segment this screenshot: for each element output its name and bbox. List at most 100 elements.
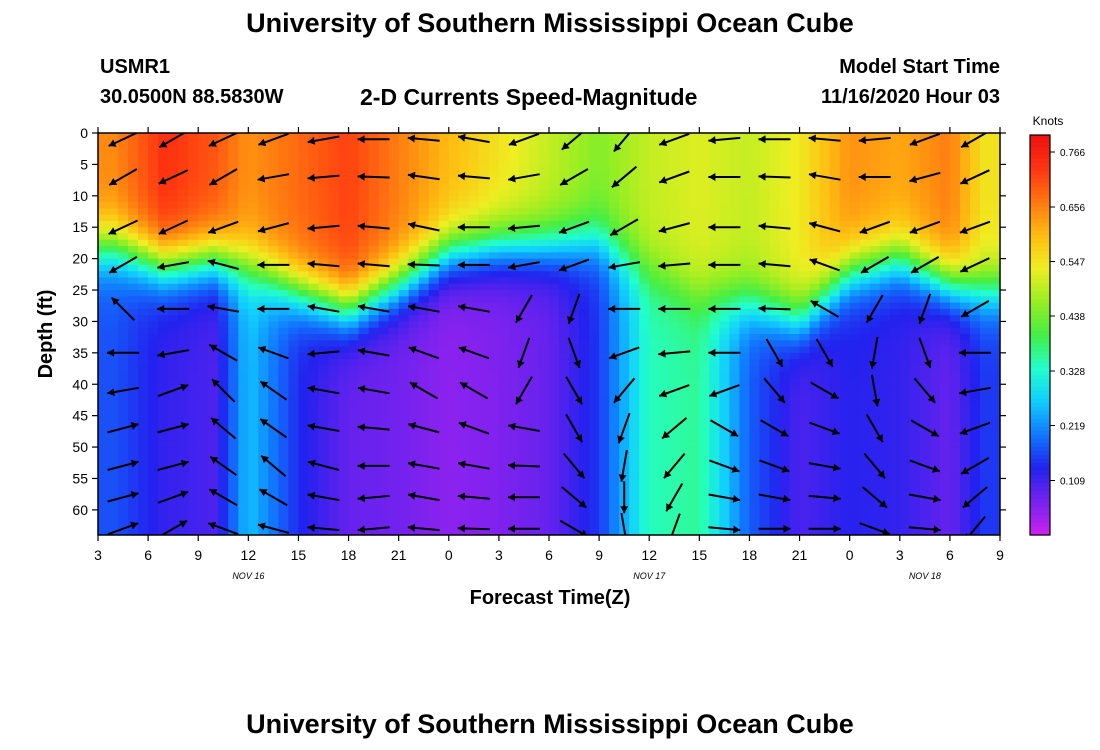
heatmap-cell bbox=[138, 528, 149, 535]
heatmap-cell bbox=[158, 327, 169, 335]
heatmap-cell bbox=[518, 164, 530, 172]
heatmap-cell bbox=[288, 509, 300, 517]
heatmap-cell bbox=[148, 497, 159, 505]
heatmap-cell bbox=[298, 415, 310, 423]
heatmap-cell bbox=[649, 440, 660, 448]
heatmap-cell bbox=[448, 277, 460, 285]
heatmap-cell bbox=[448, 409, 460, 417]
heatmap-cell bbox=[819, 415, 831, 423]
heatmap-cell bbox=[248, 246, 259, 253]
heatmap-cell bbox=[559, 346, 570, 354]
heatmap-cell bbox=[198, 158, 209, 166]
heatmap-cell bbox=[579, 396, 590, 404]
heatmap-cell bbox=[689, 176, 700, 184]
heatmap-cell bbox=[328, 315, 340, 323]
heatmap-cell bbox=[408, 509, 420, 517]
heatmap-cell bbox=[739, 440, 751, 448]
heatmap-cell bbox=[859, 440, 871, 448]
heatmap-cell bbox=[559, 246, 570, 253]
heatmap-cell bbox=[869, 252, 881, 260]
heatmap-cell bbox=[398, 346, 410, 354]
heatmap-cell bbox=[108, 440, 119, 448]
heatmap-cell bbox=[168, 176, 179, 184]
heatmap-cell bbox=[168, 497, 179, 505]
heatmap-cell bbox=[849, 283, 861, 291]
heatmap-cell bbox=[478, 290, 490, 297]
heatmap-cell bbox=[549, 509, 560, 517]
heatmap-cell bbox=[559, 183, 570, 191]
heatmap-cell bbox=[248, 359, 259, 367]
heatmap-cell bbox=[138, 352, 149, 360]
heatmap-cell bbox=[579, 334, 590, 341]
heatmap-cell bbox=[569, 390, 580, 398]
heatmap-cell bbox=[609, 403, 620, 410]
heatmap-cell bbox=[248, 133, 259, 140]
heatmap-cell bbox=[749, 377, 761, 385]
heatmap-cell bbox=[138, 158, 149, 166]
heatmap-cell bbox=[258, 208, 269, 216]
heatmap-cell bbox=[528, 440, 540, 448]
heatmap-cell bbox=[98, 321, 109, 329]
heatmap-cell bbox=[729, 409, 741, 417]
heatmap-cell bbox=[749, 421, 761, 429]
heatmap-cell bbox=[488, 290, 500, 297]
heatmap-cell bbox=[599, 453, 610, 461]
heatmap-cell bbox=[198, 409, 209, 417]
heatmap-cell bbox=[829, 302, 841, 310]
heatmap-cell bbox=[398, 246, 410, 253]
heatmap-cell bbox=[739, 170, 751, 178]
heatmap-cell bbox=[148, 371, 159, 379]
heatmap-cell bbox=[569, 195, 580, 203]
heatmap-cell bbox=[759, 296, 771, 304]
heatmap-cell bbox=[238, 396, 249, 404]
heatmap-cell bbox=[799, 170, 811, 178]
heatmap-cell bbox=[669, 365, 680, 373]
heatmap-cell bbox=[569, 516, 580, 524]
heatmap-cell bbox=[609, 409, 620, 417]
heatmap-cell bbox=[629, 220, 640, 228]
heatmap-cell bbox=[288, 396, 300, 404]
heatmap-cell bbox=[478, 183, 490, 191]
heatmap-cell bbox=[709, 509, 720, 517]
heatmap-cell bbox=[639, 202, 650, 209]
heatmap-cell bbox=[118, 415, 129, 423]
heatmap-cell bbox=[579, 478, 590, 486]
heatmap-cell bbox=[308, 233, 320, 241]
heatmap-cell bbox=[288, 516, 300, 524]
heatmap-cell bbox=[659, 340, 670, 348]
heatmap-cell bbox=[869, 189, 881, 197]
heatmap-cell bbox=[709, 528, 720, 535]
heatmap-cell bbox=[679, 321, 690, 329]
heatmap-cell bbox=[719, 434, 730, 442]
heatmap-cell bbox=[779, 434, 791, 442]
heatmap-cell bbox=[629, 271, 640, 279]
heatmap-cell bbox=[328, 189, 340, 197]
heatmap-cell bbox=[158, 346, 169, 354]
heatmap-cell bbox=[288, 220, 300, 228]
heatmap-cell bbox=[338, 384, 350, 392]
heatmap-cell bbox=[789, 528, 801, 535]
heatmap-cell bbox=[839, 277, 851, 285]
heatmap-cell bbox=[418, 346, 430, 354]
heatmap-cell bbox=[518, 434, 530, 442]
heatmap-cell bbox=[218, 390, 229, 398]
heatmap-cell bbox=[769, 151, 781, 159]
heatmap-cell bbox=[448, 396, 460, 404]
heatmap-cell bbox=[168, 183, 179, 191]
heatmap-cell bbox=[639, 409, 650, 417]
heatmap-cell bbox=[498, 415, 510, 423]
heatmap-cell bbox=[198, 428, 209, 436]
heatmap-cell bbox=[168, 403, 179, 410]
heatmap-cell bbox=[869, 151, 881, 159]
heatmap-cell bbox=[498, 459, 510, 467]
heatmap-cell bbox=[799, 434, 811, 442]
heatmap-cell bbox=[488, 409, 500, 417]
heatmap-cell bbox=[508, 271, 520, 279]
heatmap-cell bbox=[719, 227, 730, 235]
heatmap-cell bbox=[759, 208, 771, 216]
heatmap-cell bbox=[498, 478, 510, 486]
heatmap-cell bbox=[118, 308, 129, 316]
heatmap-cell bbox=[759, 528, 771, 535]
heatmap-cell bbox=[368, 214, 380, 222]
heatmap-cell bbox=[228, 459, 239, 467]
